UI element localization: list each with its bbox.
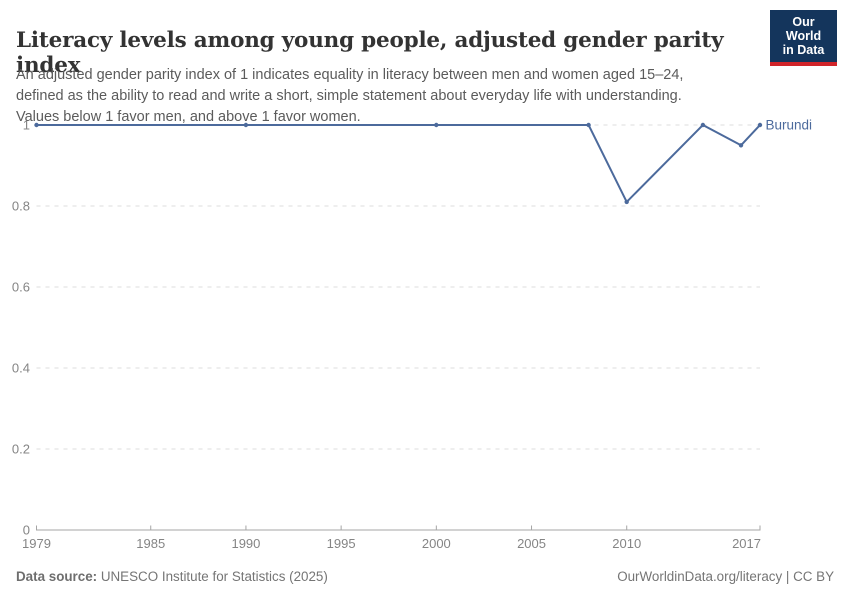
gridlines bbox=[36, 124, 760, 450]
owid-logo[interactable]: Our World in Data bbox=[770, 10, 837, 66]
x-tick-label: 1990 bbox=[231, 536, 260, 551]
x-axis: 1979 1985 1990 1995 2000 2005 2010 2017 bbox=[22, 525, 761, 551]
x-tick-label: 1979 bbox=[22, 536, 51, 551]
data-point[interactable] bbox=[243, 122, 249, 128]
data-point[interactable] bbox=[700, 122, 706, 128]
chart-subtitle: An adjusted gender parity index of 1 ind… bbox=[16, 66, 684, 125]
data-series[interactable]: Burundi bbox=[34, 118, 812, 205]
y-tick-label: 0.6 bbox=[12, 280, 30, 295]
y-tick-label: 0.2 bbox=[12, 442, 30, 457]
owid-logo-line1: Our World bbox=[785, 15, 822, 43]
x-tick-label: 2017 bbox=[732, 536, 761, 551]
attribution-link[interactable]: OurWorldinData.org/literacy | CC BY bbox=[617, 569, 834, 584]
data-point[interactable] bbox=[434, 122, 439, 128]
x-tick-label: 1985 bbox=[136, 536, 165, 551]
entity-label[interactable]: Burundi bbox=[766, 118, 813, 133]
chart-title: Literacy levels among young people, adju… bbox=[16, 28, 724, 79]
data-source-note: Data source: UNESCO Institute for Statis… bbox=[16, 569, 328, 584]
y-axis-labels: 0 0.2 0.4 0.6 0.8 1 bbox=[12, 118, 30, 538]
y-tick-label: 0.4 bbox=[12, 361, 30, 376]
data-point[interactable] bbox=[738, 143, 744, 148]
owid-logo-line2: in Data bbox=[782, 43, 825, 57]
x-tick-label: 2010 bbox=[612, 536, 641, 551]
data-point[interactable] bbox=[757, 122, 763, 128]
data-point[interactable] bbox=[586, 122, 591, 128]
y-tick-label: 0.8 bbox=[12, 199, 30, 214]
x-tick-label: 1995 bbox=[327, 536, 356, 551]
x-tick-label: 2000 bbox=[422, 536, 451, 551]
series-line-burundi[interactable] bbox=[35, 124, 761, 203]
data-source-label: Data source: bbox=[16, 569, 98, 584]
y-tick-label: 0 bbox=[23, 523, 30, 538]
data-source-value: UNESCO Institute for Statistics (2025) bbox=[97, 569, 328, 584]
x-tick-label: 2005 bbox=[517, 536, 546, 551]
data-point[interactable] bbox=[624, 199, 629, 205]
data-point[interactable] bbox=[34, 122, 39, 128]
y-tick-label: 1 bbox=[23, 118, 30, 133]
